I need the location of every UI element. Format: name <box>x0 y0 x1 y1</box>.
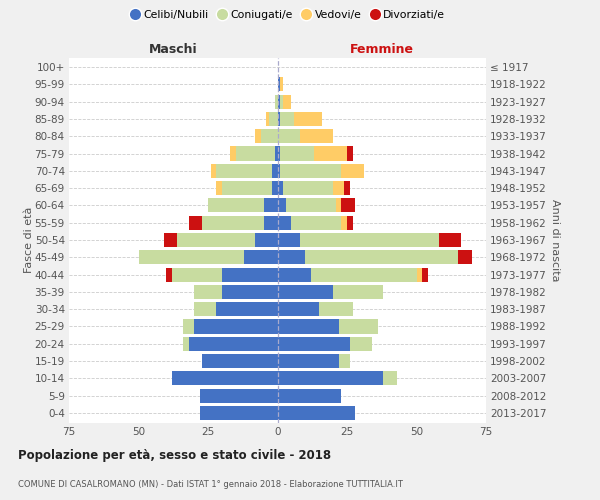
Text: Maschi: Maschi <box>149 43 197 56</box>
Bar <box>283 94 292 108</box>
Bar <box>200 406 277 420</box>
Bar <box>277 146 280 160</box>
Bar <box>172 372 277 386</box>
Bar <box>294 112 322 126</box>
Bar <box>255 233 277 247</box>
Bar <box>269 112 277 126</box>
Bar <box>194 285 222 299</box>
Bar <box>341 216 347 230</box>
Text: Popolazione per età, sesso e stato civile - 2018: Popolazione per età, sesso e stato civil… <box>18 450 331 462</box>
Bar <box>272 164 277 178</box>
Bar <box>277 268 311 281</box>
Bar <box>338 320 377 334</box>
Bar <box>347 216 353 230</box>
Bar <box>263 216 277 230</box>
Bar <box>350 336 372 351</box>
Bar <box>280 164 341 178</box>
Text: Femmine: Femmine <box>350 43 414 56</box>
Bar <box>338 354 350 368</box>
Bar <box>277 77 280 92</box>
Bar <box>208 198 263 212</box>
Bar <box>458 250 472 264</box>
Bar <box>305 250 458 264</box>
Bar <box>336 198 341 212</box>
Bar <box>277 164 280 178</box>
Bar <box>292 216 341 230</box>
Bar <box>211 164 217 178</box>
Bar <box>277 354 338 368</box>
Text: COMUNE DI CASALROMANO (MN) - Dati ISTAT 1° gennaio 2018 - Elaborazione TUTTITALI: COMUNE DI CASALROMANO (MN) - Dati ISTAT … <box>18 480 403 489</box>
Bar <box>416 268 422 281</box>
Bar <box>280 146 314 160</box>
Bar <box>277 372 383 386</box>
Bar <box>263 198 277 212</box>
Bar <box>222 268 277 281</box>
Bar <box>194 302 217 316</box>
Bar <box>164 233 178 247</box>
Bar <box>166 268 172 281</box>
Bar <box>172 268 222 281</box>
Bar <box>183 320 194 334</box>
Bar <box>277 198 286 212</box>
Bar <box>275 94 277 108</box>
Bar <box>277 388 341 403</box>
Bar <box>217 164 272 178</box>
Bar <box>277 129 300 144</box>
Bar <box>261 129 277 144</box>
Bar <box>275 146 277 160</box>
Bar <box>277 320 338 334</box>
Bar <box>277 216 292 230</box>
Bar <box>272 181 277 195</box>
Y-axis label: Anni di nascita: Anni di nascita <box>550 198 560 281</box>
Bar <box>422 268 428 281</box>
Bar <box>194 320 277 334</box>
Bar <box>188 336 277 351</box>
Bar <box>277 285 333 299</box>
Bar <box>244 250 277 264</box>
Bar <box>178 233 255 247</box>
Bar <box>319 302 353 316</box>
Bar <box>202 354 277 368</box>
Bar <box>139 250 244 264</box>
Bar <box>277 336 350 351</box>
Bar <box>188 216 202 230</box>
Legend: Celibi/Nubili, Coniugati/e, Vedovi/e, Divorziati/e: Celibi/Nubili, Coniugati/e, Vedovi/e, Di… <box>127 6 449 24</box>
Bar <box>217 181 222 195</box>
Bar <box>283 181 333 195</box>
Bar <box>277 250 305 264</box>
Bar <box>341 198 355 212</box>
Bar <box>236 146 275 160</box>
Bar <box>344 181 350 195</box>
Bar <box>300 129 333 144</box>
Bar <box>183 336 188 351</box>
Bar <box>255 129 261 144</box>
Bar <box>280 77 283 92</box>
Bar <box>222 285 277 299</box>
Bar <box>300 233 439 247</box>
Bar <box>277 302 319 316</box>
Bar <box>200 388 277 403</box>
Bar <box>277 233 300 247</box>
Bar <box>280 112 294 126</box>
Bar <box>341 164 364 178</box>
Bar <box>314 146 347 160</box>
Bar <box>277 406 355 420</box>
Bar <box>333 181 344 195</box>
Bar <box>311 268 416 281</box>
Bar <box>202 216 263 230</box>
Bar <box>277 94 280 108</box>
Bar <box>383 372 397 386</box>
Bar <box>222 181 272 195</box>
Bar <box>230 146 236 160</box>
Bar <box>280 94 283 108</box>
Bar <box>333 285 383 299</box>
Bar <box>439 233 461 247</box>
Y-axis label: Fasce di età: Fasce di età <box>24 207 34 273</box>
Bar <box>347 146 353 160</box>
Bar <box>277 181 283 195</box>
Bar <box>277 112 280 126</box>
Bar <box>286 198 336 212</box>
Bar <box>266 112 269 126</box>
Bar <box>217 302 277 316</box>
